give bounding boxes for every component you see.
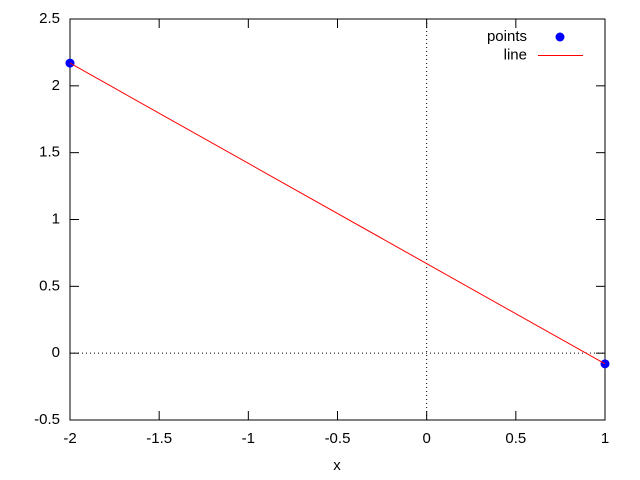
legend-label: points — [487, 28, 527, 45]
x-tick-label: -1.5 — [146, 430, 172, 447]
legend-label: line — [504, 46, 527, 63]
x-axis-label: x — [333, 457, 341, 474]
y-tick-label: -0.5 — [34, 411, 60, 428]
plot-frame — [69, 18, 606, 421]
x-tick-label: 0.5 — [505, 430, 526, 447]
y-tick-label: 0.5 — [39, 277, 60, 294]
x-tick-label: -0.5 — [325, 430, 351, 447]
y-tick-label: 2 — [52, 77, 60, 94]
x-tick-label: 1 — [601, 430, 609, 447]
data-line — [69, 62, 606, 365]
y-tick-label: 0 — [52, 344, 60, 361]
x-tick-label: -1 — [242, 430, 255, 447]
y-tick-label: 1 — [52, 210, 60, 227]
x-tick-label: -2 — [63, 430, 76, 447]
y-tick-label: 1.5 — [39, 144, 60, 161]
x-tick-label: 0 — [422, 430, 430, 447]
y-tick-label: 2.5 — [39, 10, 60, 27]
legend-swatch — [555, 32, 565, 42]
